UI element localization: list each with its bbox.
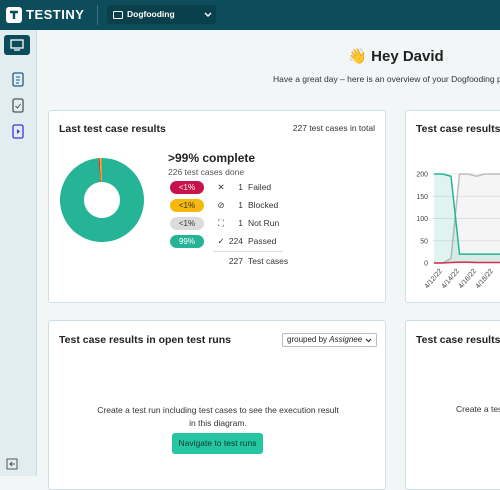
- chevron: [365, 338, 372, 343]
- status-count: 1: [238, 200, 243, 210]
- other-card: Test case results b Create a test: [405, 320, 500, 490]
- status-count: 1: [238, 182, 243, 192]
- nav-collapse[interactable]: [6, 458, 18, 470]
- open-runs-card: Test case results in open test runs grou…: [48, 320, 386, 490]
- y-tick-label: 50: [420, 238, 428, 245]
- status-label: Blocked: [248, 200, 279, 210]
- status-label: Passed: [248, 236, 277, 246]
- sidebar: [0, 30, 37, 476]
- status-label: Failed: [248, 182, 272, 192]
- greeting-emoji: 👋: [348, 48, 367, 65]
- status-count: 1: [238, 218, 243, 228]
- donut-chart: [60, 158, 144, 242]
- top-bar: TESTINY Dogfooding: [0, 0, 500, 30]
- status-count: 224: [228, 236, 243, 246]
- chevron-path: [204, 12, 212, 17]
- project-selector[interactable]: Dogfooding: [107, 5, 216, 24]
- navigate-button[interactable]: Navigate to test runs: [172, 433, 263, 454]
- card-title: Test case results: [416, 123, 500, 135]
- status-badge: <1%: [170, 199, 204, 212]
- nav-plans[interactable]: [11, 97, 25, 113]
- group-select[interactable]: grouped by Assignee: [282, 333, 377, 347]
- donut-segment: [99, 158, 102, 183]
- y-tick-label: 100: [416, 216, 428, 223]
- x-tick-label: 4/18/22: [475, 268, 495, 290]
- card-title: Last test case results: [59, 123, 166, 135]
- last-results-card: Last test case results 227 test cases in…: [48, 110, 386, 303]
- complete-text: >99% complete: [168, 151, 256, 165]
- trend-card: Test case results 0 50 100 150 200 4/12/22 4/1…: [405, 110, 500, 303]
- series-area: [434, 174, 500, 263]
- greeting-text: Hey David: [371, 48, 444, 65]
- series-line: [434, 173, 500, 255]
- logo-text: TESTINY: [26, 7, 85, 22]
- y-tick-label: 150: [416, 194, 428, 201]
- subtitle: Have a great day – here is an overview o…: [273, 74, 500, 84]
- nav-dashboard[interactable]: [4, 35, 30, 55]
- status-label: Not Run: [248, 218, 280, 228]
- icon-shape: [15, 103, 21, 109]
- card-title: Test case results in open test runs: [59, 334, 231, 346]
- icon-shape: [9, 461, 15, 467]
- empty-text: Create a test: [456, 404, 500, 414]
- donut-segment: [100, 158, 102, 183]
- icon-shape: [12, 124, 24, 139]
- logo-icon: [6, 7, 22, 23]
- chevron-path: [365, 338, 372, 343]
- greeting: 👋 Hey David: [36, 47, 500, 65]
- nav-cases[interactable]: [11, 71, 25, 87]
- nav-runs[interactable]: [11, 123, 25, 139]
- donut-segment: [98, 158, 102, 183]
- sum-count: 227: [228, 256, 243, 266]
- y-tick-label: 200: [416, 172, 428, 179]
- empty-text: Create a test run including test cases t…: [97, 405, 339, 428]
- icon-shape: [10, 39, 24, 49]
- sum-label: Test cases: [248, 256, 289, 266]
- status-icon: ✕: [217, 182, 225, 192]
- total-text: 227 test cases in total: [292, 123, 375, 133]
- icon-shape: [16, 76, 20, 84]
- icon-shape: [12, 98, 24, 113]
- status-icon: ⛶: [218, 218, 224, 228]
- done-text: 226 test cases done: [168, 167, 245, 177]
- series-area: [434, 174, 500, 263]
- sum-divider: [213, 251, 283, 252]
- divider: [97, 5, 98, 25]
- project-name: Dogfooding: [127, 9, 175, 19]
- group-prefix: grouped by: [287, 335, 328, 344]
- y-tick-label: 0: [424, 261, 428, 268]
- chevron: [204, 12, 212, 17]
- series-line: [434, 173, 500, 264]
- dashboard-icon: [10, 39, 24, 51]
- status-badge: 99%: [170, 235, 204, 248]
- icon-shape: [17, 129, 20, 134]
- series-line: [434, 261, 500, 264]
- donut-segment: [60, 158, 144, 242]
- card-title: Test case results b: [416, 334, 500, 346]
- project-icon: [113, 11, 123, 19]
- status-icon: ⊘: [217, 200, 225, 210]
- icon-shape: [6, 458, 18, 470]
- project-icon-shape: [113, 11, 123, 19]
- group-value: Assignee: [329, 335, 363, 344]
- status-badge: <1%: [170, 217, 204, 230]
- logo-glyph: [10, 10, 18, 19]
- status-icon: ✓: [217, 236, 225, 246]
- icon-shape: [12, 72, 24, 87]
- status-badge: <1%: [170, 181, 204, 194]
